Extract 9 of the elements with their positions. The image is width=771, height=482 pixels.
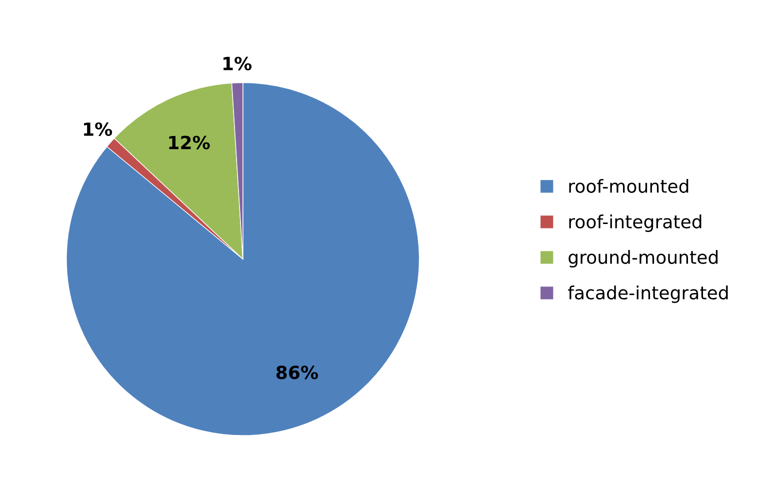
legend-label: ground-mounted: [568, 250, 718, 268]
legend-label: roof-mounted: [569, 178, 688, 193]
pie-slice: [66, 82, 420, 436]
data-label: 12%: [169, 136, 210, 150]
data-label: 1%: [223, 56, 252, 70]
data-label: 86%: [276, 366, 318, 380]
legend-label: facade-integrated: [568, 286, 728, 304]
legend-label: roof-integrated: [569, 214, 702, 232]
data-label: 1%: [84, 122, 112, 136]
